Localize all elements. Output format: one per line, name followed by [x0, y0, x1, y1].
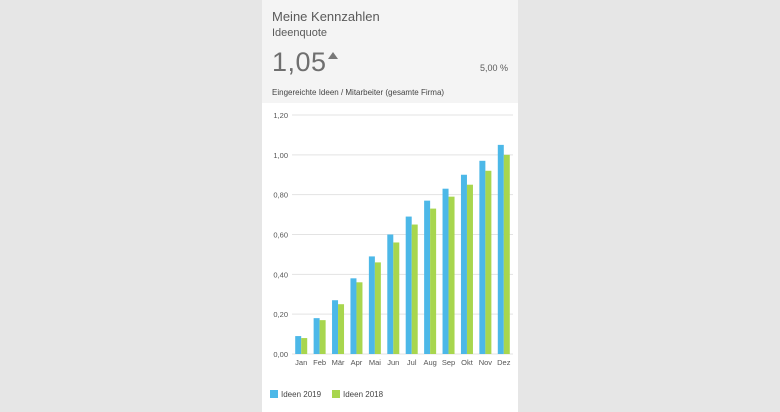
bar-2019	[460, 174, 467, 354]
y-tick-label: 0,80	[273, 191, 288, 200]
bar-2019	[387, 234, 394, 354]
y-tick-label: 0,00	[273, 350, 288, 359]
x-tick-label: Sep	[442, 358, 455, 367]
x-tick-label: Aug	[423, 358, 436, 367]
bar-2018	[393, 242, 400, 354]
kpi-card: Meine Kennzahlen Ideenquote 1,05 5,00 % …	[262, 0, 518, 412]
card-subtitle: Ideenquote	[272, 27, 328, 39]
bar-2019	[479, 160, 486, 354]
legend-item-2019[interactable]: Ideen 2019	[270, 390, 321, 399]
bar-2018	[319, 320, 326, 354]
bar-2019	[424, 200, 431, 354]
bar-2019	[295, 336, 302, 354]
x-tick-label: Dez	[497, 358, 511, 367]
x-tick-label: Nov	[479, 358, 493, 367]
bar-2018	[301, 338, 308, 354]
legend-label-2019: Ideen 2019	[281, 390, 322, 399]
card-title: Meine Kennzahlen	[272, 9, 380, 24]
x-tick-label: Jul	[407, 358, 417, 367]
bar-2019	[497, 144, 504, 354]
bar-2019	[368, 256, 375, 354]
y-tick-label: 0,40	[273, 270, 288, 279]
x-tick-label: Feb	[313, 358, 326, 367]
y-tick-label: 0,60	[273, 231, 288, 240]
bar-2018	[430, 208, 437, 354]
x-tick-label: Apr	[351, 358, 363, 367]
bar-2018	[374, 262, 381, 354]
trend-up-icon	[328, 52, 338, 59]
x-tick-label: Mai	[369, 358, 381, 367]
bar-2018	[338, 304, 345, 354]
bar-2018	[356, 282, 363, 354]
legend-item-2018[interactable]: Ideen 2018	[332, 390, 383, 399]
kpi-value: 1,05	[272, 47, 327, 77]
y-tick-label: 1,20	[273, 111, 288, 120]
bar-2018	[448, 196, 455, 354]
bar-2018	[485, 170, 492, 354]
legend-swatch-2019	[270, 390, 278, 398]
kpi-description: Eingereichte Ideen / Mitarbeiter (gesamt…	[272, 88, 445, 97]
x-tick-label: Jun	[387, 358, 399, 367]
bar-2018	[411, 224, 418, 354]
bar-2019	[442, 188, 449, 354]
legend-label-2018: Ideen 2018	[343, 390, 384, 399]
change-percent: 5,00 %	[479, 63, 508, 73]
bar-2019	[405, 216, 412, 354]
bar-2019	[350, 278, 357, 354]
y-tick-label: 1,00	[273, 151, 288, 160]
legend-swatch-2018	[332, 390, 340, 398]
bar-chart: 0,00 0,20 0,40 0,60 0,80 1,00 1,20 Jan Feb Mär Apr…	[273, 111, 513, 367]
bar-2018	[503, 154, 510, 354]
x-tick-label: Mär	[332, 358, 345, 367]
kpi-header: Meine Kennzahlen Ideenquote 1,05 5,00 % …	[262, 0, 518, 103]
bar-2019	[332, 300, 339, 354]
x-tick-label: Jan	[295, 358, 307, 367]
x-tick-label: Okt	[461, 358, 474, 367]
bar-2018	[466, 184, 473, 354]
bar-2019	[313, 318, 320, 354]
y-tick-label: 0,20	[273, 310, 288, 319]
